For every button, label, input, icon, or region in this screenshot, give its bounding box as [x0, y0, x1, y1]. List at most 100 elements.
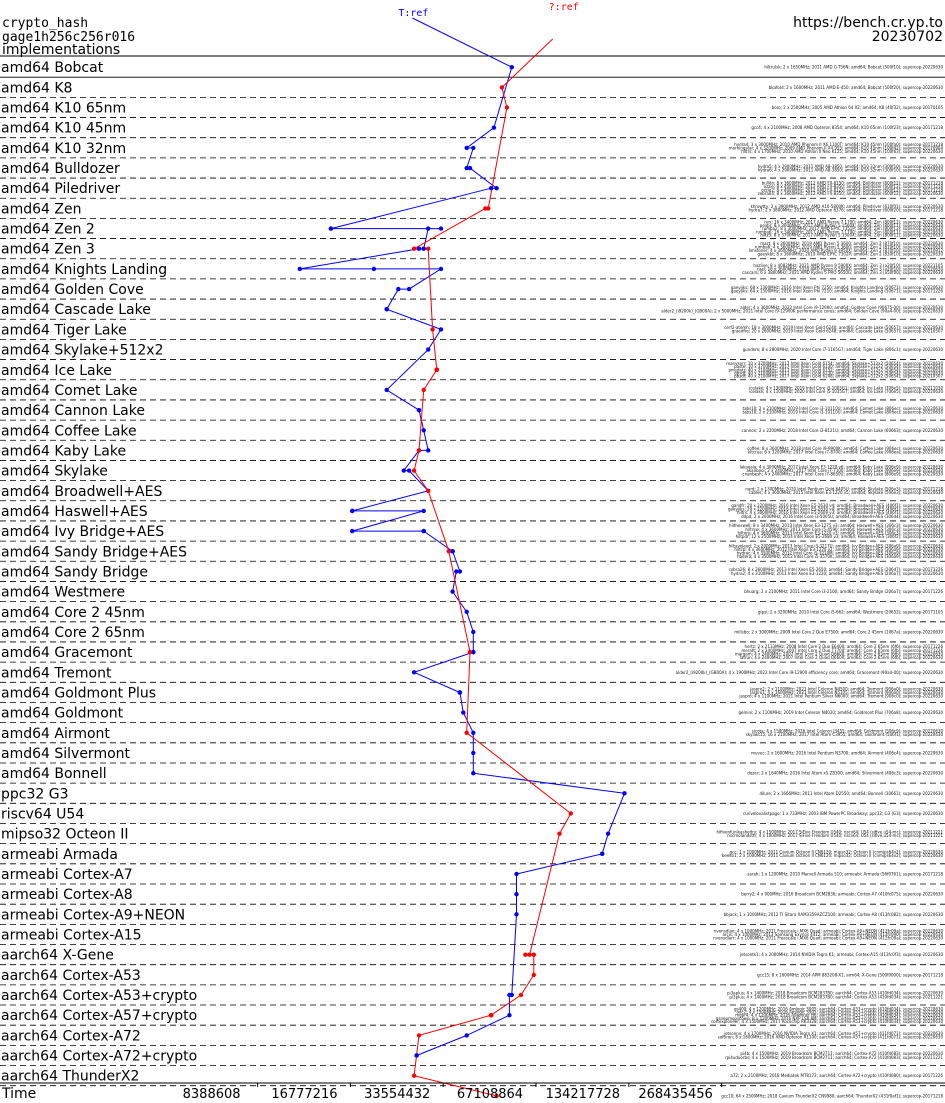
data-point: [350, 528, 355, 534]
machine-entry: gs400; 4 x 1200MHz; 2016 Amlogic S905; a…: [734, 1006, 944, 1011]
data-point: [406, 286, 412, 292]
machine-entry: cerf2-atemh; 18 x 3000MHz; 2019 Intel Xe…: [724, 325, 943, 330]
architecture-label: amd64 Goldmont Plus: [1, 685, 156, 701]
data-point: [568, 811, 573, 816]
architecture-label: amd64 Goldmont: [1, 706, 124, 722]
architecture-label: aarch64 Cortex-A72+crypto: [1, 1049, 197, 1065]
machine-entry: kltcrua; 6 x 3200MHz; 2017 Intel Core i7…: [748, 450, 944, 455]
machine-entry: hiltorp; 4 x 3600MHz; 2013 Intel Xeon E3…: [737, 530, 943, 535]
architecture-label: amd64 Broadwell+AES: [1, 484, 162, 500]
x-tick-label: 268435456: [638, 1087, 712, 1102]
data-point: [494, 1093, 499, 1099]
machine-entry: ddpd; 2 x 2000MHz; 2016 Intel Core i3-50…: [741, 514, 943, 519]
machine-entry: alder; 4 x 3600MHz; 2022 Intel Core i9-1…: [740, 305, 943, 310]
architecture-label: riscv64 U54: [1, 806, 84, 822]
architecture-label: aarch64 Cortex-A72: [1, 1028, 141, 1044]
data-point: [491, 125, 497, 130]
machine-entry: jaspro2; 2 x 1100MHz; 2021 Intel Celeron…: [749, 686, 943, 691]
machine-entry: rumba2; 8 x 3000MHz; 2017 AMD EPYC 7351P…: [762, 226, 943, 231]
machine-entry: alder2_(i9200k)_(GB00A); 4 x 1900MHz; 20…: [676, 670, 944, 675]
machine-entry: pexpr; 8 x 3000MHz; 2017 AMD Ryzen 5 150…: [760, 223, 944, 228]
architecture-label: armeabi Cortex-A9+NEON: [1, 907, 185, 923]
machine-entry: bkafold; 2 x 1600MHz; 2011 AMD E-450; am…: [769, 85, 944, 90]
data-point: [471, 730, 476, 735]
architecture-label: amd64 Bobcat: [1, 60, 104, 76]
machine-entry: lakaoala; 4 x 3000MHz; 2017 Intel Xeon E…: [740, 465, 944, 470]
data-point: [467, 165, 473, 171]
architecture-label: aarch64 Cortex-A53: [1, 968, 141, 984]
machine-entry: ozzie2; 8 x 4000MHz; 2012 AMD FX-8120; a…: [761, 188, 943, 193]
architecture-label: aarch64 Cortex-A57+crypto: [1, 1008, 197, 1024]
data-point: [384, 307, 389, 312]
machine-entry: coffee; 8 x 3600MHz; 2018 Intel Core i9-…: [747, 446, 943, 451]
machine-entry: rumba6; 16 x 3400MHz; 2017 AMD Ryzen 7 1…: [756, 229, 944, 234]
machine-entry: graedfre; 20 x 2600MHz; 2019 Intel Xeon …: [732, 329, 944, 334]
machine-entry: millsbo; 2 x 3000MHz; 2009 Intel Core 2 …: [734, 629, 943, 634]
machine-entry: hiltcb; 4 x 3600MHz; 2012 Intel Xeon E3-…: [734, 547, 943, 552]
machine-entry: bhuarg; 2 x 2100MHz; 2011 Intel Core i3-…: [744, 589, 943, 594]
machine-entry: bulldo; 8 x 3600MHz; 2012 AMD FX-8150; a…: [762, 180, 944, 185]
x-tick-label: 67108864: [457, 1087, 523, 1102]
machine-entry: tabs10; 2 x 2100MHz; 2019 Intel Core i3-…: [743, 409, 944, 414]
data-point: [401, 468, 406, 473]
machine-entry: cobra26; 8 x 2600MHz; 2013 Intel Xeon E5…: [729, 567, 944, 572]
data-point: [416, 1033, 422, 1038]
architecture-label: armeabi Cortex-A8: [1, 887, 133, 903]
primitive-name: crypto_hash: [2, 16, 88, 31]
machine-entry: dozer; 2 x 1640MHz; 2016 Intel Atom x5-Z…: [747, 771, 943, 776]
machine-entry: jaspro; 4 x 1100MHz; 2021 Intel Pentium …: [738, 694, 943, 699]
architecture-label: amd64 Cannon Lake: [1, 403, 145, 419]
architecture-label: amd64 Zen: [1, 201, 81, 217]
machine-entry: sarah; 1 x 1200MHz; 2010 Marvell Armada …: [747, 872, 943, 877]
machine-entry: pi4b; 4 x 1500MHz; 2019 Broadcom BCM2711…: [740, 1051, 943, 1056]
machine-entry: hiltrsw; 4 x 3600MHz; 2013 Intel Core i5…: [745, 527, 943, 532]
data-point: [471, 771, 476, 776]
machine-entry: margam; 4 x 2400MHz; 2007 Intel Core 2 Q…: [735, 651, 944, 656]
machine-entry: hydrac; 4 x 3500MHz; 2012 Intel Core i5-…: [737, 551, 944, 556]
machine-entry: icelake; 4 x 1100MHz; 2020 Intel Core i5…: [749, 389, 943, 394]
machine-entry: berry2; 4 x 900MHz; 2016 Broadcom BCM283…: [741, 892, 943, 897]
data-point: [328, 226, 334, 231]
machine-entry: cannon; 2 x 2200MHz; 2018 Intel Core i3-…: [742, 428, 944, 433]
machine-entry: gcc15; 8 x 1600MHz; 2014 APM 883208-X1; …: [757, 972, 943, 977]
data-point: [434, 367, 439, 372]
architecture-label: amd64 Gracemont: [1, 645, 133, 661]
data-point: [406, 468, 412, 473]
machine-entry: gemini; 2 x 1100MHz; 2019 Intel Celeron …: [738, 710, 943, 715]
architecture-label: amd64 Zen 3: [1, 242, 95, 258]
data-point: [600, 851, 605, 856]
architecture-label: amd64 Coffee Lake: [1, 423, 137, 439]
machine-entry: alder2_(i9200k)_(GB00A); 2 x 5000MHz; 20…: [661, 309, 943, 314]
data-point: [371, 266, 377, 272]
data-point: [421, 428, 426, 433]
series-label-q-ref: ?:ref: [549, 2, 579, 13]
machine-entry: hiltrs; 4 x 3000MHz; 2016 Intel Xeon E5-…: [737, 510, 944, 515]
machine-entry: jetsonnx; 4 x 1700MHz; 2016 NVIDIA Tegra…: [723, 1031, 943, 1036]
machine-entry: akanbooi; 2 x 2400MHz; 2017 Intel Core i…: [746, 468, 943, 473]
architecture-label: amd64 Ice Lake: [1, 363, 112, 379]
data-point: [411, 1073, 417, 1078]
machine-entry: hiltrs; 4 x 1700MHz; 2010 AMD Athlon II …: [741, 149, 943, 154]
data-point: [507, 1013, 512, 1018]
source-url[interactable]: https://bench.cr.yp.to: [793, 15, 943, 31]
machine-entry: cnanbesh; 4 x 2400MHz; 2017 Intel Core i…: [742, 472, 943, 477]
data-point: [467, 649, 473, 655]
machine-entry: boro; 2 x 2500MHz; 2005 AMD Athlon 64 X2…: [772, 105, 944, 110]
data-point: [531, 972, 536, 978]
architecture-label: aarch64 Cortex-A53+crypto: [1, 988, 197, 1004]
data-point: [622, 791, 627, 796]
data-point: [426, 246, 431, 251]
implementation-name: gage1h256c256r016: [2, 30, 135, 45]
machine-entry: curivelovalistpago; 1 x 733MHz; 2003 IBM…: [743, 811, 943, 816]
machine-entry: beeko1; 2 x 1000MHz; 2011 Cavium Octeon …: [722, 853, 944, 858]
report-date: 20230702: [872, 29, 943, 45]
data-point: [430, 327, 435, 332]
x-tick-label: 8388608: [183, 1087, 241, 1102]
data-point: [421, 387, 426, 393]
architecture-label: amd64 Ivy Bridge+AES: [1, 524, 164, 540]
machine-entry: hydra4; 3 x 3000MHz; 2010 AMD Phenom II …: [734, 142, 943, 147]
machine-entry: gcc; 1 x 1000MHz; 2011 Cavium Octeon II …: [730, 850, 944, 855]
data-point: [523, 952, 528, 957]
machine-entry: arcis; 4 x 1000MHz; 2013 Samsung Exynos …: [722, 932, 943, 937]
architecture-label: armeabi Cortex-A7: [1, 867, 133, 883]
